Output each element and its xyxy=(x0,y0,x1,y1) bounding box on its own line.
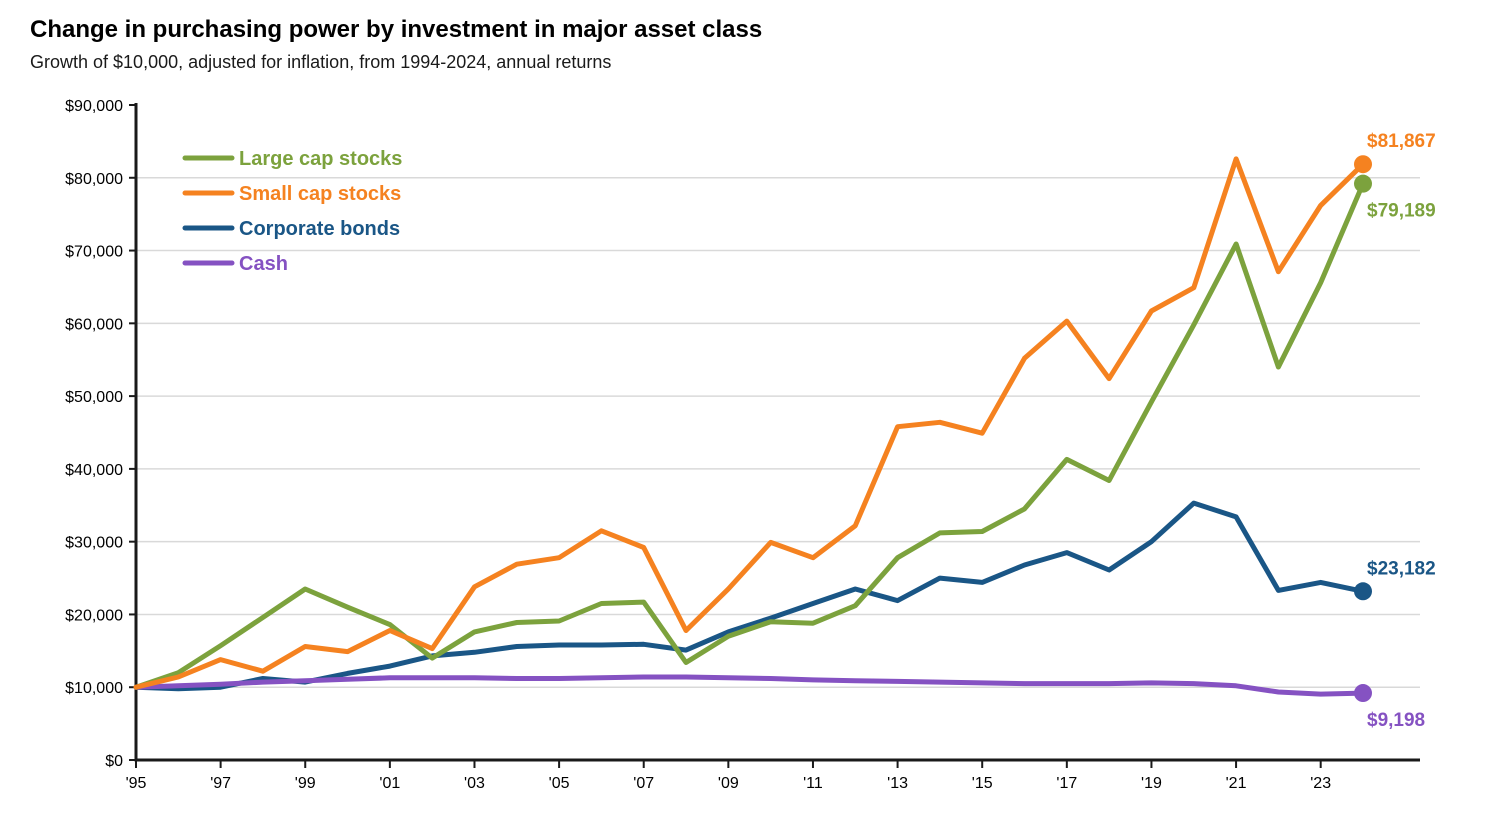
end-label-corporate-bonds: $23,182 xyxy=(1367,558,1436,579)
series-line-small-cap-stocks xyxy=(133,156,1366,690)
y-tick-label: $10,000 xyxy=(65,680,123,697)
y-tick-label: $80,000 xyxy=(65,171,123,188)
legend-label-large-cap-stocks: Large cap stocks xyxy=(239,148,402,170)
x-tick-label: '21 xyxy=(1226,775,1247,792)
y-tick-label: $30,000 xyxy=(65,535,123,552)
legend-label-corporate-bonds: Corporate bonds xyxy=(239,218,400,240)
y-tick-label: $0 xyxy=(105,753,123,770)
x-tick-label: '07 xyxy=(633,775,654,792)
end-label-small-cap-stocks: $81,867 xyxy=(1367,131,1436,152)
y-tick-label: $70,000 xyxy=(65,244,123,261)
y-tick-label: $90,000 xyxy=(65,98,123,115)
chart-subtitle: Growth of $10,000, adjusted for inflatio… xyxy=(30,52,612,72)
x-tick-label: '17 xyxy=(1056,775,1077,792)
y-tick-label: $20,000 xyxy=(65,607,123,624)
y-tick-label: $50,000 xyxy=(65,389,123,406)
end-dot-cash xyxy=(1354,684,1372,703)
x-tick-label: '95 xyxy=(126,775,147,792)
x-tick-label: '23 xyxy=(1310,775,1331,792)
end-label-cash: $9,198 xyxy=(1367,710,1425,731)
end-dot-corporate-bonds xyxy=(1354,582,1372,601)
end-label-large-cap-stocks: $79,189 xyxy=(1367,201,1436,222)
series-line-cash xyxy=(133,674,1366,697)
x-tick-label: '99 xyxy=(295,775,316,792)
chart-title: Change in purchasing power by investment… xyxy=(30,16,763,43)
x-tick-label: '09 xyxy=(718,775,739,792)
legend-label-small-cap-stocks: Small cap stocks xyxy=(239,183,401,205)
x-tick-label: '97 xyxy=(210,775,231,792)
series-line-corporate-bonds xyxy=(133,500,1366,692)
x-tick-label: '11 xyxy=(803,775,823,792)
legend-label-cash: Cash xyxy=(239,253,288,275)
series-line-large-cap-stocks xyxy=(133,181,1366,690)
x-tick-label: '03 xyxy=(464,775,485,792)
end-dot-small-cap-stocks xyxy=(1354,155,1372,174)
x-tick-label: '13 xyxy=(887,775,908,792)
y-tick-label: $40,000 xyxy=(65,462,123,479)
x-tick-label: '19 xyxy=(1141,775,1162,792)
y-tick-label: $60,000 xyxy=(65,316,123,333)
x-tick-label: '05 xyxy=(549,775,570,792)
x-tick-label: '01 xyxy=(379,775,400,792)
x-tick-label: '15 xyxy=(972,775,993,792)
end-dot-large-cap-stocks xyxy=(1354,174,1372,193)
